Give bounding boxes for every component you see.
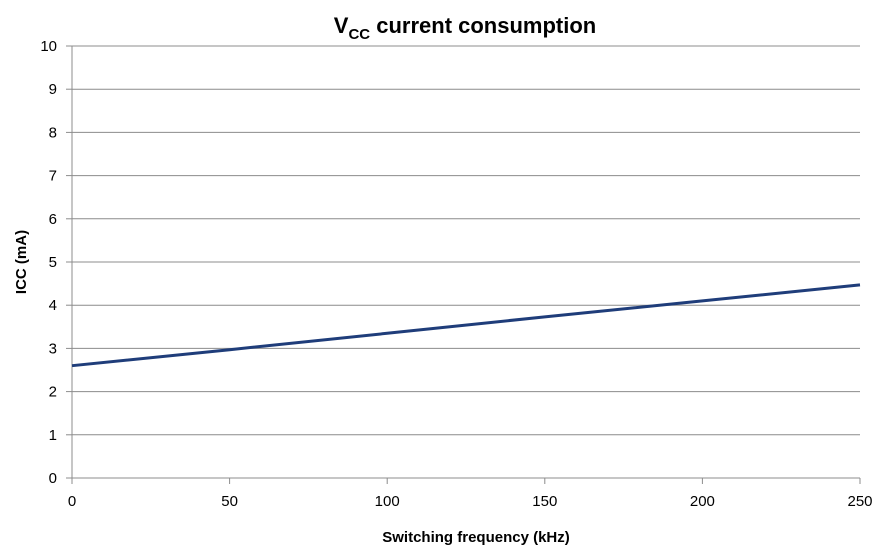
- chart-title-rest: current consumption: [370, 13, 596, 38]
- series-line-icc: [71, 283, 861, 368]
- chart-title: VCC current consumption: [334, 13, 596, 43]
- y-tick-label-5: 5: [49, 254, 57, 271]
- x-tick-label-250: 250: [847, 493, 872, 510]
- chart-title-main: V: [334, 13, 349, 38]
- y-tick-label-10: 10: [40, 38, 57, 55]
- gridlines: [72, 45, 860, 436]
- x-tick-label-100: 100: [375, 493, 400, 510]
- y-tick-label-4: 4: [49, 297, 57, 314]
- y-tick-label-8: 8: [49, 124, 57, 141]
- series-layer: [71, 283, 861, 368]
- x-tick-label-200: 200: [690, 493, 715, 510]
- x-tick-label-0: 0: [68, 493, 76, 510]
- chart-title-subscript: CC: [348, 26, 370, 43]
- y-tick-label-3: 3: [49, 340, 57, 357]
- y-tick-label-0: 0: [49, 470, 57, 487]
- y-tick-labels: 0 1 2 3 4 5 6 7 8 9 10: [40, 38, 57, 487]
- y-tick-label-1: 1: [49, 427, 57, 444]
- x-axis-title: Switching frequency (kHz): [382, 529, 570, 546]
- y-tick-label-2: 2: [49, 384, 57, 401]
- x-tick-labels: 0 50 100 150 200 250: [68, 493, 873, 510]
- x-tick-label-150: 150: [532, 493, 557, 510]
- y-tick-label-7: 7: [49, 168, 57, 185]
- x-tick-label-50: 50: [221, 493, 238, 510]
- y-tick-label-9: 9: [49, 81, 57, 98]
- y-tick-label-6: 6: [49, 211, 57, 228]
- axes: [66, 45, 861, 484]
- y-axis-title: ICC (mA): [13, 230, 30, 294]
